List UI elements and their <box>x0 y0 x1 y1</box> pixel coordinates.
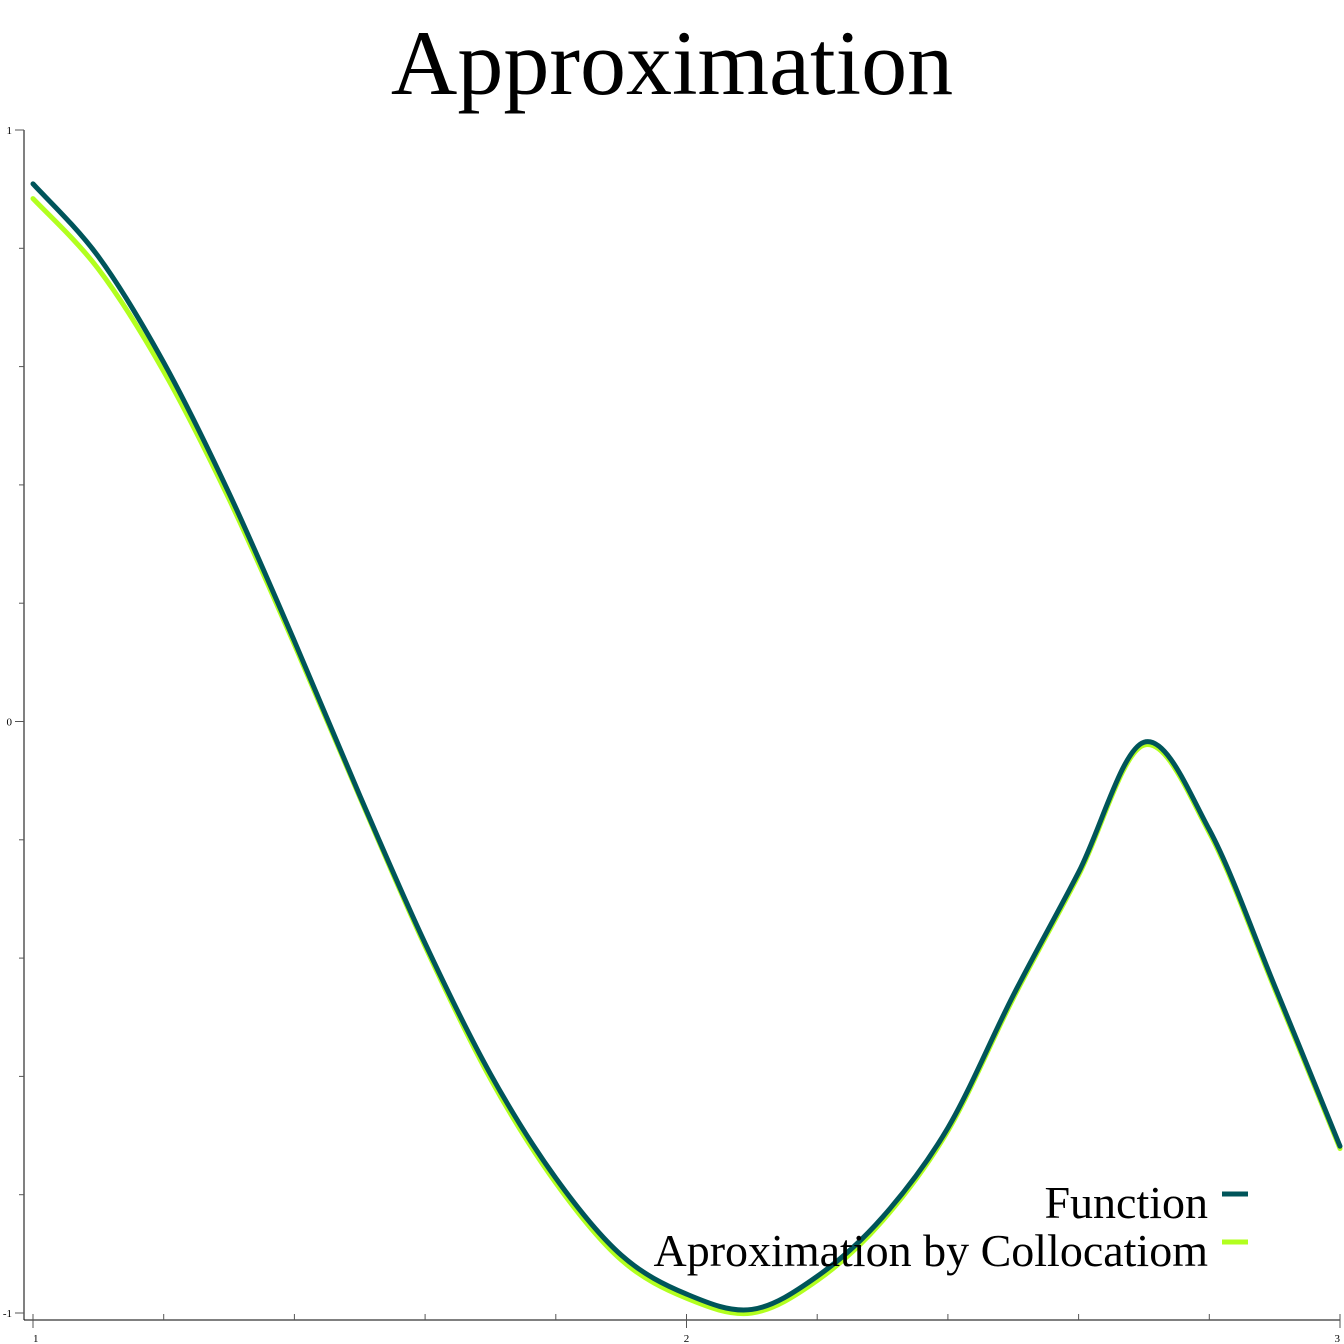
y-tick-label: 1 <box>7 125 13 137</box>
series-line-function <box>30 181 1343 1313</box>
legend-label-function: Function <box>1044 1177 1208 1228</box>
tick-labels: 1 2 3 -1 0 1 <box>3 125 1341 1344</box>
x-tick-label: 1 <box>33 1333 39 1344</box>
series-line-aproximation-by-collocatiom <box>30 196 1343 1317</box>
series-lines <box>30 181 1343 1317</box>
major-ticks <box>15 129 1341 1328</box>
chart-title: Approximation <box>391 12 953 114</box>
x-tick-label: 2 <box>684 1333 690 1344</box>
y-tick-label: -1 <box>3 1308 12 1320</box>
axes <box>23 130 1340 1321</box>
legend-label-aproximation-by-collocatiom: Aproximation by Collocatiom <box>654 1225 1209 1276</box>
x-tick-label: 3 <box>1335 1333 1341 1344</box>
minor-ticks <box>19 129 1341 1320</box>
y-tick-label: 0 <box>7 717 13 729</box>
